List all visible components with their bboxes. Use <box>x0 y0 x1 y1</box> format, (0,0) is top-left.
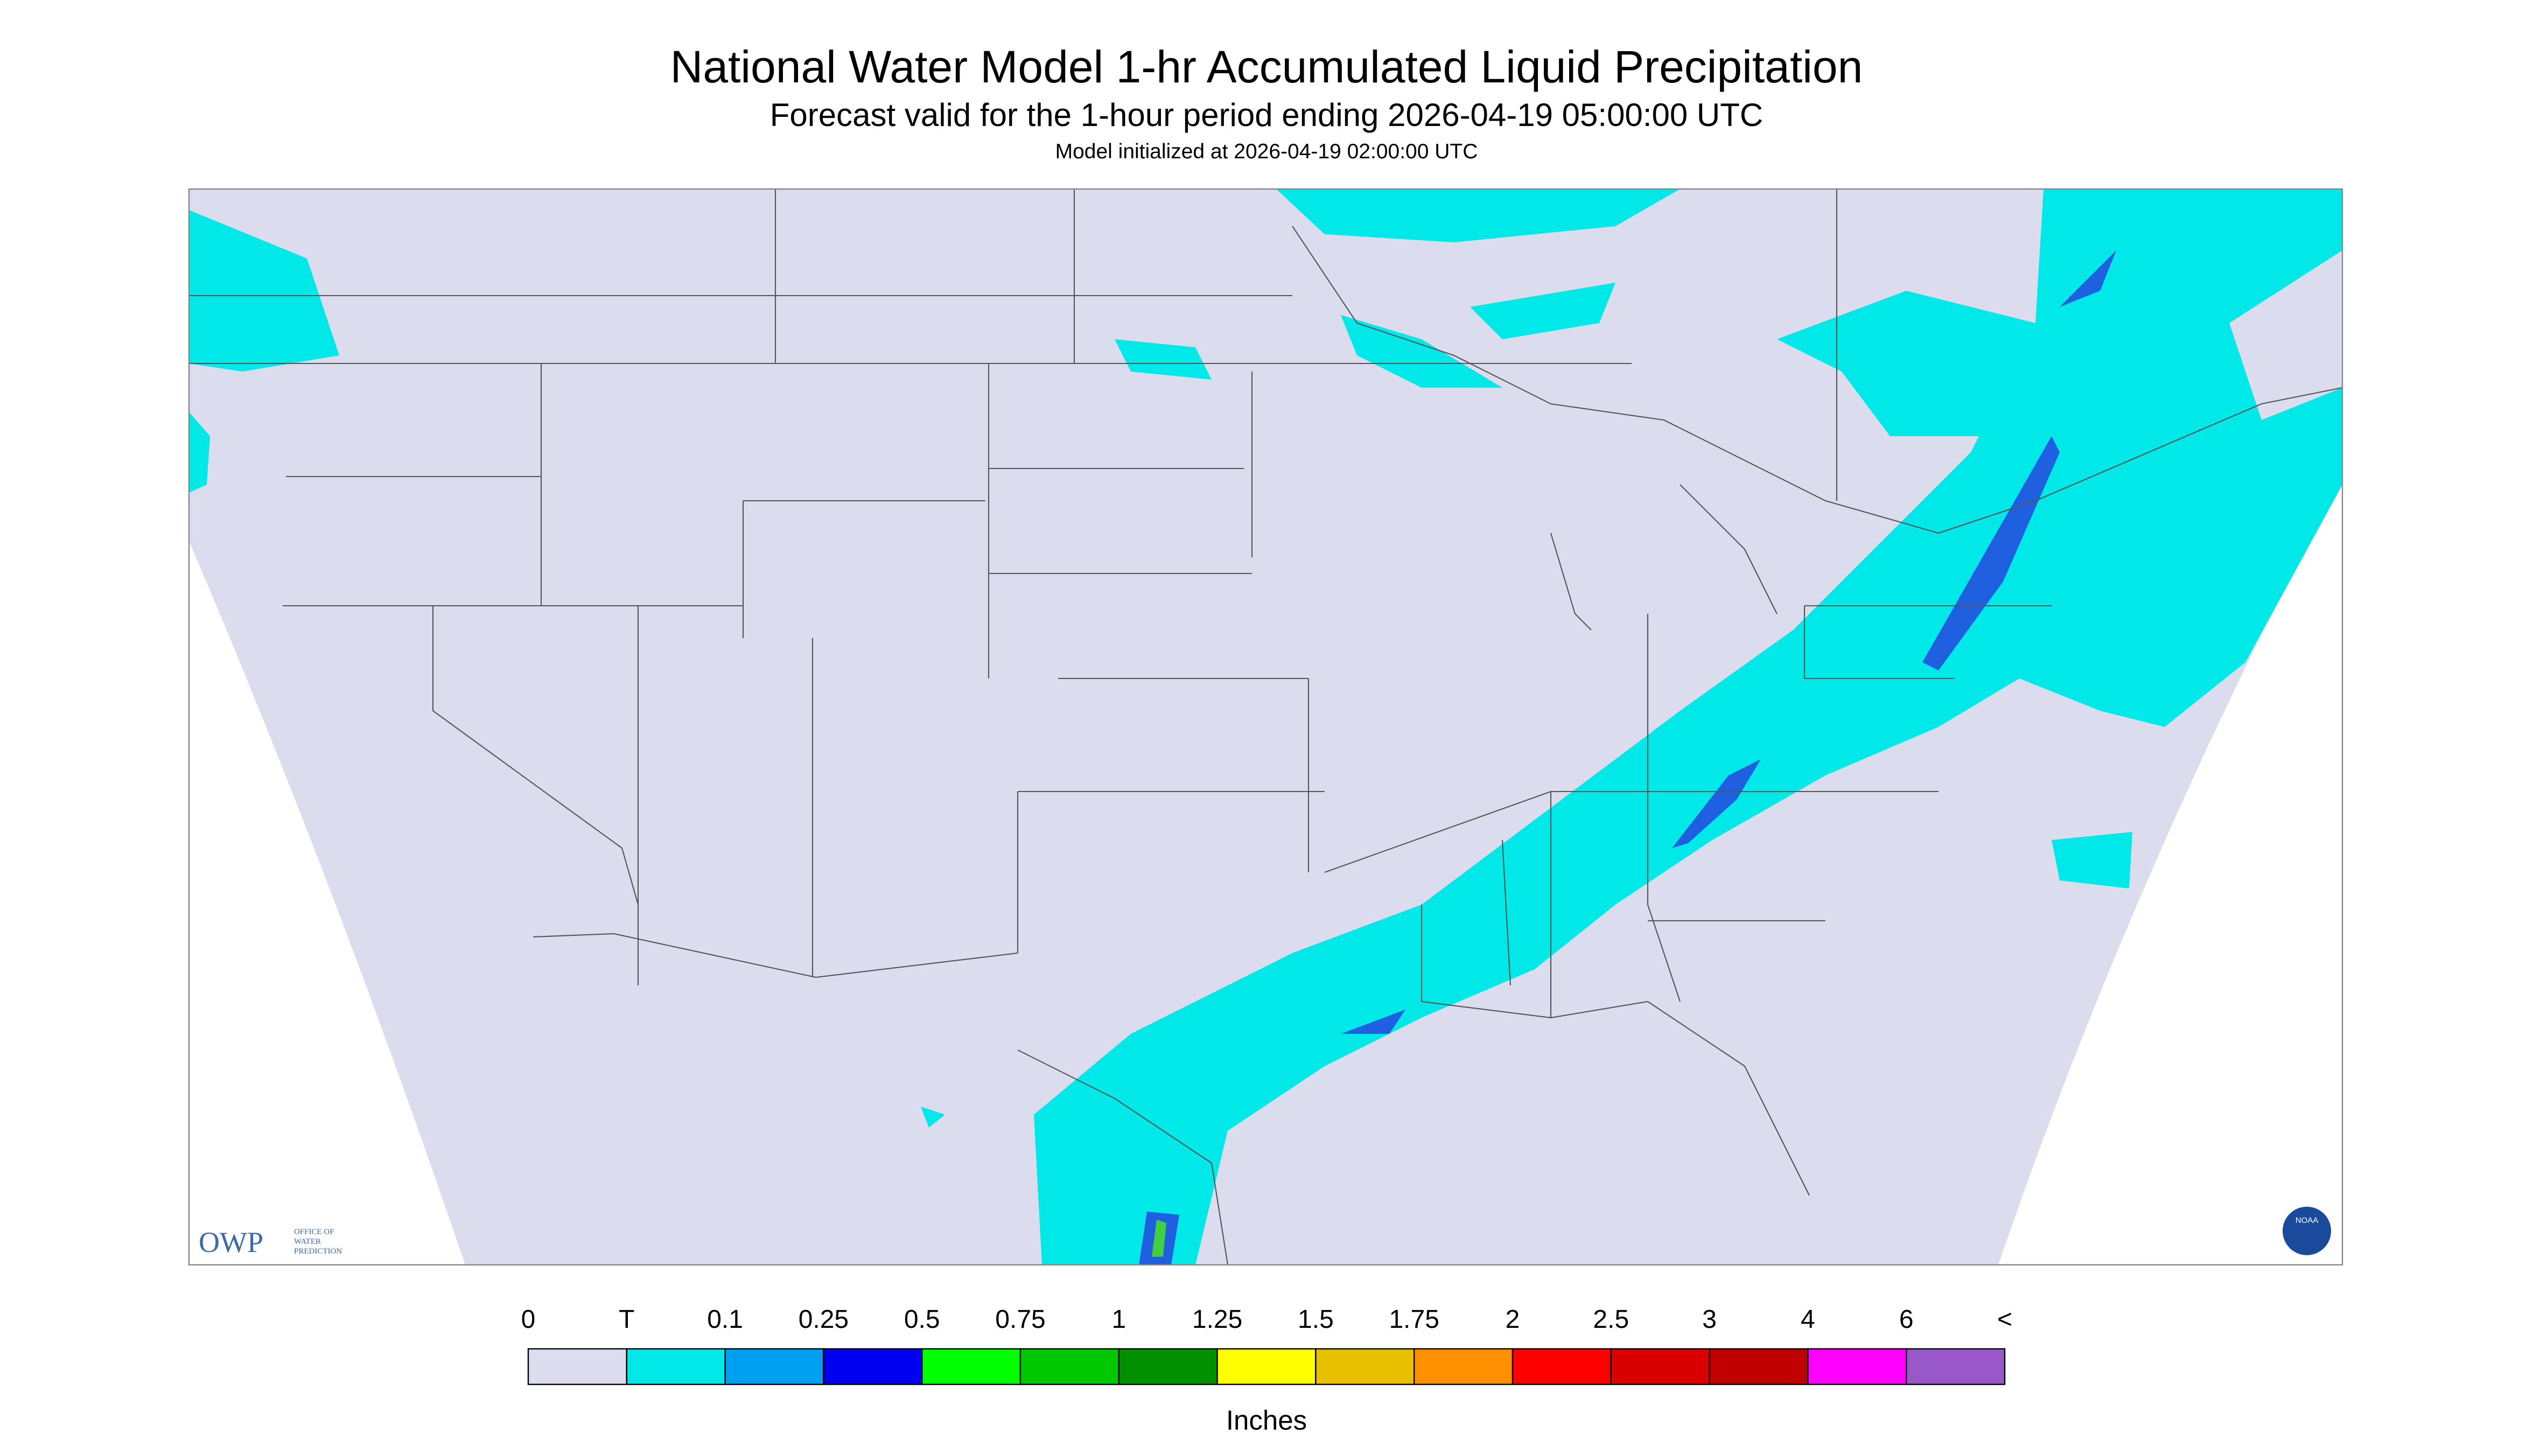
legend-units: Inches <box>1226 1405 1307 1436</box>
legend-label: T <box>619 1305 634 1334</box>
owp-name-line: OFFICE OF <box>294 1228 334 1236</box>
legend-swatch <box>1709 1348 1809 1385</box>
legend-swatch <box>1414 1348 1514 1385</box>
legend-swatch <box>1315 1348 1415 1385</box>
legend-label: 6 <box>1899 1305 1914 1334</box>
legend-swatch <box>921 1348 1021 1385</box>
owp-name: OFFICE OF WATER PREDICTION <box>294 1228 342 1256</box>
owp-name-line: WATER <box>294 1237 321 1246</box>
legend-label: 1.75 <box>1389 1305 1439 1334</box>
owp-name-line: PREDICTION <box>294 1247 342 1256</box>
legend-swatch <box>1905 1348 2006 1385</box>
legend-swatch <box>724 1348 824 1385</box>
legend-swatch <box>823 1348 923 1385</box>
legend-swatch <box>626 1348 726 1385</box>
legend-swatch <box>1512 1348 1612 1385</box>
title: National Water Model 1-hr Accumulated Li… <box>670 41 1863 92</box>
noaa-logo-text: NOAA <box>2296 1216 2319 1225</box>
legend-label: 3 <box>1702 1305 1717 1334</box>
legend-label: 0.5 <box>904 1305 940 1334</box>
legend-swatch <box>1019 1348 1120 1385</box>
precip-light <box>189 189 2342 1265</box>
legend: 0 T 0.1 0.25 0.5 0.75 1 1.25 1.5 1.75 2 2.5 3 4 6 < <box>521 1305 2012 1385</box>
legend-label: < <box>1997 1305 2012 1334</box>
boundaries <box>189 189 2343 1265</box>
legend-label: 0.75 <box>995 1305 1045 1334</box>
legend-label: 1.25 <box>1192 1305 1242 1334</box>
legend-swatch <box>1118 1348 1218 1385</box>
legend-label: 4 <box>1801 1305 1815 1334</box>
legend-label: 0.25 <box>799 1305 849 1334</box>
legend-label: 2.5 <box>1593 1305 1629 1334</box>
legend-swatch <box>1807 1348 1907 1385</box>
legend-swatch <box>1216 1348 1317 1385</box>
noaa-logo <box>2283 1207 2331 1256</box>
legend-label: 1 <box>1111 1305 1126 1334</box>
owp-logo: OWP <box>199 1226 263 1258</box>
map: OWP OFFICE OF WATER PREDICTION NOAA <box>188 188 2343 1266</box>
forecast-domain <box>189 189 2342 1265</box>
precip-heavy <box>1152 1220 1166 1257</box>
legend-swatch <box>1610 1348 1710 1385</box>
legend-swatch <box>527 1348 628 1385</box>
legend-label: 1.5 <box>1298 1305 1334 1334</box>
init-time: Model initialized at 2026-04-19 02:00:00… <box>1055 140 1478 163</box>
legend-label: 0 <box>521 1305 536 1334</box>
legend-label: 2 <box>1506 1305 1520 1334</box>
map-border <box>188 188 2343 1266</box>
legend-label: 0.1 <box>707 1305 743 1334</box>
subtitle: Forecast valid for the 1-hour period end… <box>770 97 1763 133</box>
